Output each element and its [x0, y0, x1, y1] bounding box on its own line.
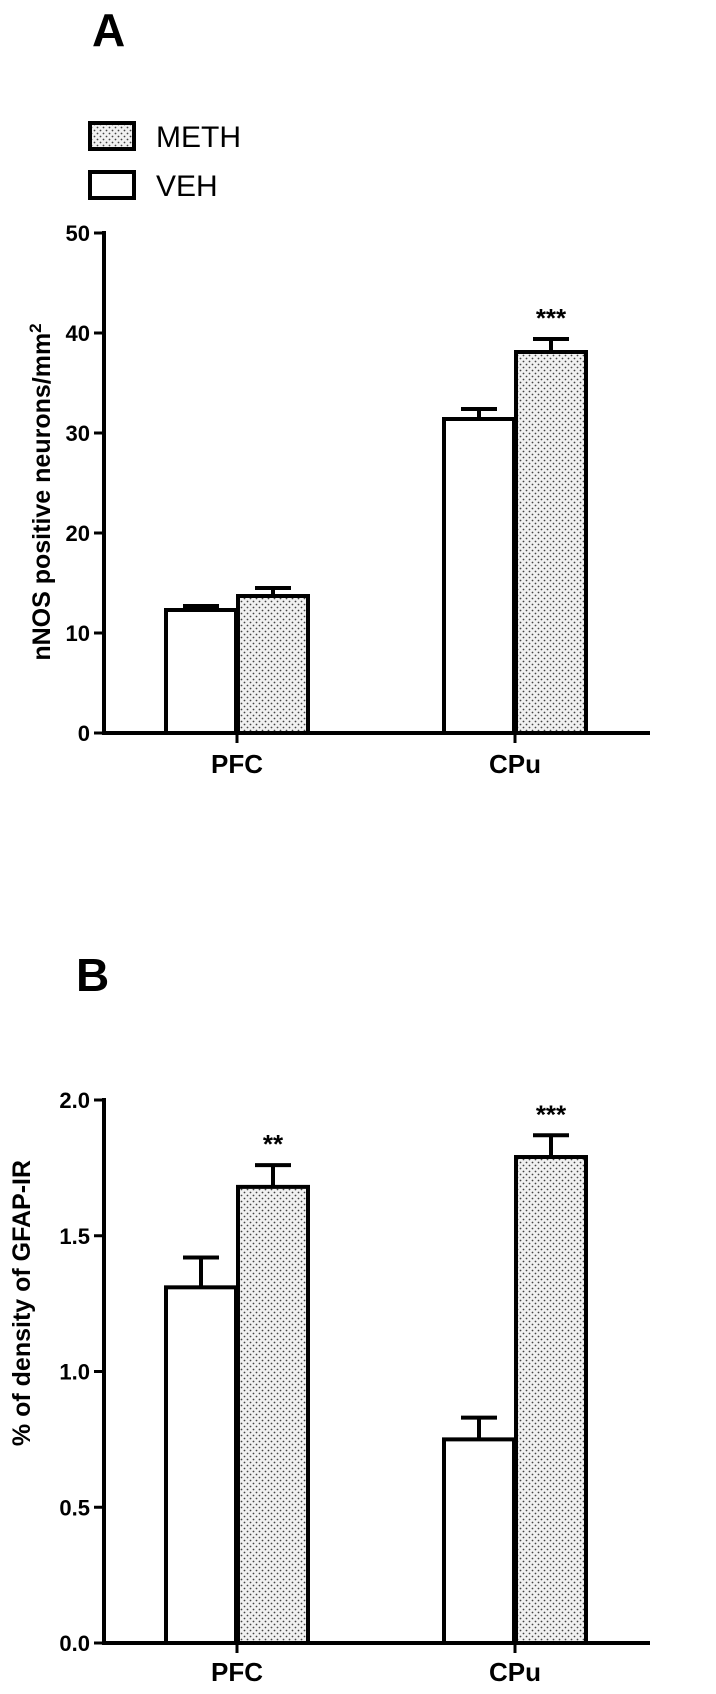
- y-tick-label: 40: [66, 321, 90, 346]
- bar-veh-cpu: [442, 1437, 516, 1645]
- legend-swatch-meth: [88, 121, 136, 151]
- bar-veh-pfc: [164, 1285, 238, 1645]
- y-tick-label: 30: [66, 421, 90, 446]
- significance-marker: ***: [536, 1099, 567, 1129]
- y-tick-label: 0.0: [59, 1631, 90, 1656]
- bar-meth-cpu: [514, 1155, 588, 1645]
- bar-meth-pfc: [236, 594, 310, 735]
- legend-label-veh: VEH: [156, 170, 218, 203]
- y-tick-label: 50: [66, 221, 90, 246]
- x-tick-label: CPu: [489, 749, 541, 779]
- y-tick-label: 10: [66, 621, 90, 646]
- y-tick-label: 20: [66, 521, 90, 546]
- chart-panel-a: nNOS positive neurons/mm2 0 10 20 30 40 50 PFC…: [26, 221, 650, 779]
- bar-meth-pfc: [236, 1184, 310, 1645]
- bar-meth-cpu: [514, 350, 588, 735]
- y-tick-label: 0: [78, 721, 90, 746]
- y-tick-label: 2.0: [59, 1088, 90, 1113]
- y-axis-label-b: % of density of GFAP-IR: [8, 1160, 36, 1446]
- x-tick-label: PFC: [211, 1657, 263, 1687]
- panel-b-letter: B: [76, 949, 109, 1001]
- significance-marker: **: [263, 1129, 284, 1159]
- chart-panel-b: % of density of GFAP-IR 0.0 0.5 1.0 1.5 2.0 P…: [8, 1088, 650, 1687]
- bar-veh-cpu: [442, 417, 516, 735]
- bar-veh-pfc: [164, 608, 238, 735]
- y-tick-label: 0.5: [59, 1495, 90, 1520]
- x-tick-label: PFC: [211, 749, 263, 779]
- panel-a-letter: A: [92, 4, 125, 56]
- legend: METH VEH: [88, 121, 241, 203]
- significance-marker: ***: [536, 303, 567, 333]
- legend-label-meth: METH: [156, 121, 241, 154]
- y-tick-label: 1.5: [59, 1224, 90, 1249]
- y-axis-label-a: nNOS positive neurons/mm2: [26, 323, 56, 660]
- y-tick-label: 1.0: [59, 1360, 90, 1385]
- legend-swatch-veh: [88, 170, 136, 200]
- x-tick-label: CPu: [489, 1657, 541, 1687]
